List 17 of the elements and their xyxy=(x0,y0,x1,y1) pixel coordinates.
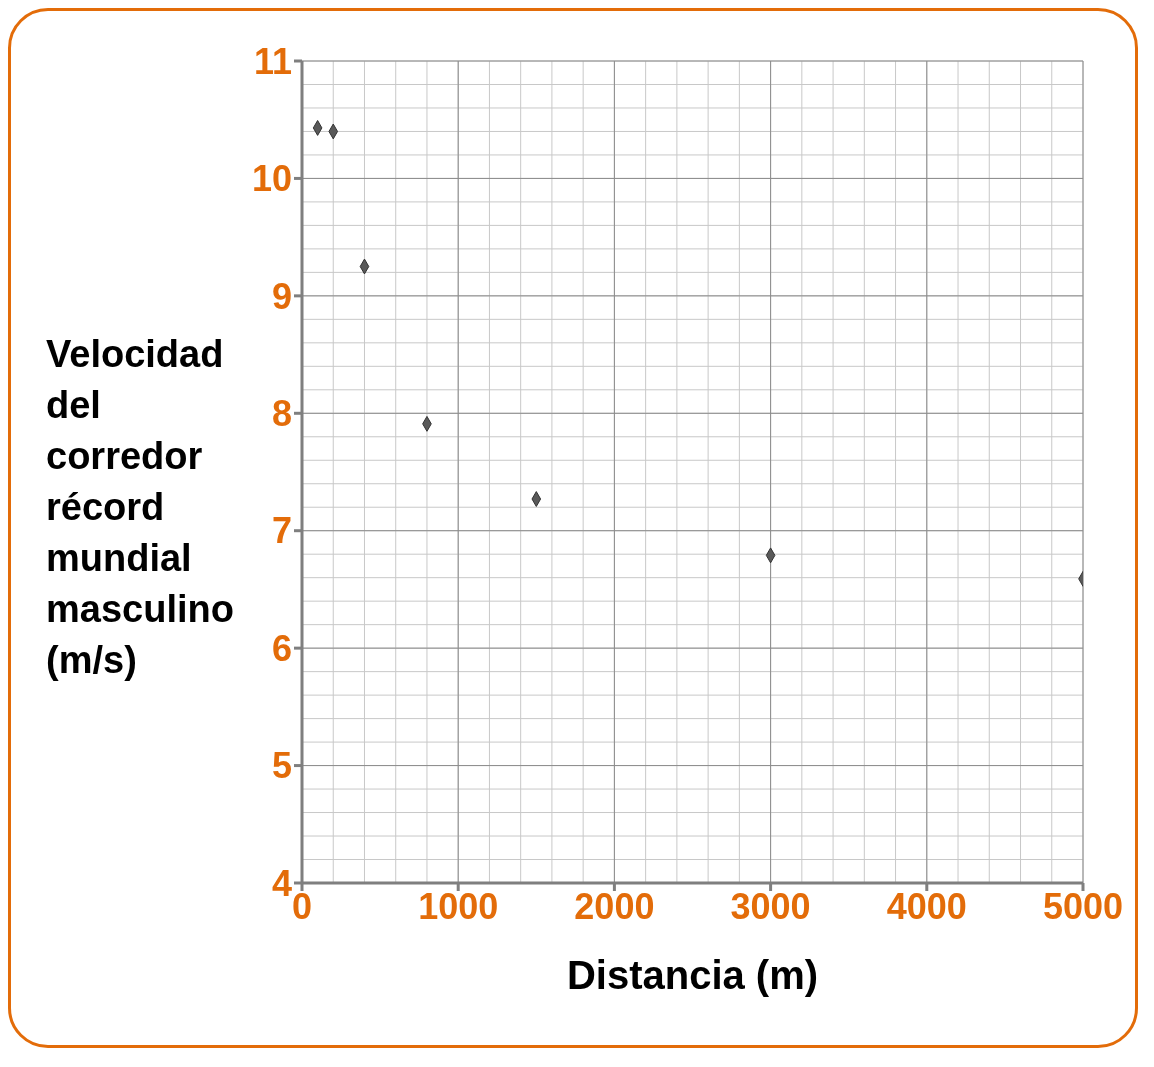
x-tick-label: 0 xyxy=(291,885,313,927)
x-axis-title: Distancia (m) xyxy=(566,953,819,997)
y-tick-label: 8 xyxy=(271,393,292,435)
y-tick-label: 9 xyxy=(271,275,292,317)
x-tick-label: 1000 xyxy=(418,885,499,927)
x-tick-label: 3000 xyxy=(730,885,811,927)
y-tick-label: 10 xyxy=(251,158,292,200)
x-tick-label: 2000 xyxy=(574,885,655,927)
y-tick-label: 11 xyxy=(253,40,292,82)
y-tick-label: 7 xyxy=(271,510,292,552)
rounded-frame: 0 1000 2000 3000 4000 5000 Distancia (m) 4 5 6 7 8 9 10 11 Velocidad del corredor récord mundial masculino (m/s) xyxy=(8,8,1138,1048)
y-axis-title: Velocidad del corredor récord mundial masculino (m/s) xyxy=(46,332,235,683)
y-tick-label: 5 xyxy=(271,745,292,787)
y-tick-label: 4 xyxy=(271,862,292,904)
y-tick-label: 6 xyxy=(271,627,292,669)
x-tick-label: 5000 xyxy=(1042,885,1124,927)
x-tick-label: 4000 xyxy=(886,885,967,927)
